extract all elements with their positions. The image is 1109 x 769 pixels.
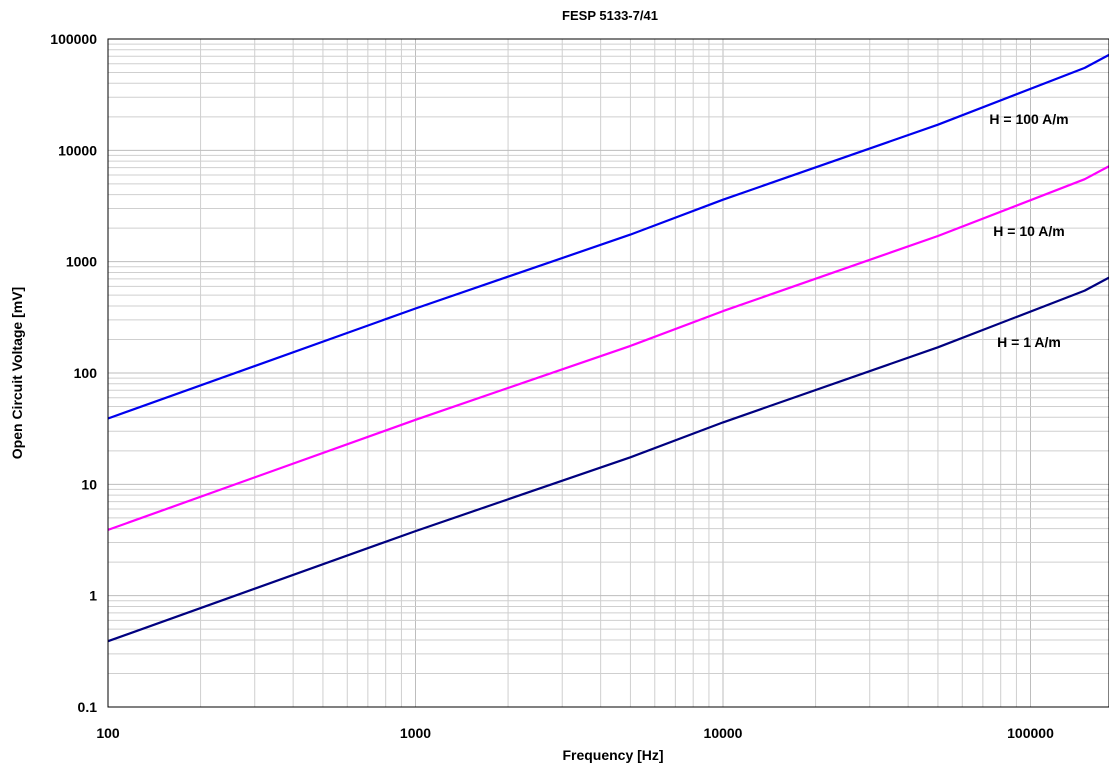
series-labels: H = 100 A/m H = 10 A/m H = 1 A/m xyxy=(989,111,1068,350)
grid xyxy=(107,38,1109,708)
series-line-2 xyxy=(107,165,1109,531)
series-label-2: H = 10 A/m xyxy=(993,223,1064,239)
x-tick-label: 10000 xyxy=(704,725,743,741)
x-tick-labels: 100 1000 10000 100000 xyxy=(96,725,1054,741)
x-tick-label: 100 xyxy=(96,725,120,741)
y-tick-label: 0.1 xyxy=(78,699,98,715)
series-label-1: H = 100 A/m xyxy=(989,111,1068,127)
chart-subtitle: FESP 5133-7/41 xyxy=(562,8,658,23)
series-line-3 xyxy=(107,276,1109,643)
plot-frame xyxy=(107,38,1109,708)
y-tick-label: 1 xyxy=(89,588,97,604)
y-tick-label: 10 xyxy=(81,476,97,492)
y-tick-labels: 0.1 1 10 100 1000 10000 100000 xyxy=(50,31,97,715)
series-lines xyxy=(107,53,1109,643)
x-tick-label: 1000 xyxy=(400,725,431,741)
y-tick-label: 100 xyxy=(74,365,98,381)
y-tick-label: 10000 xyxy=(58,142,97,158)
series-line-1 xyxy=(107,53,1109,420)
y-axis-label: Open Circuit Voltage [mV] xyxy=(9,287,25,459)
series-label-3: H = 1 A/m xyxy=(997,334,1061,350)
y-tick-label: 1000 xyxy=(66,254,97,270)
x-tick-label: 100000 xyxy=(1007,725,1054,741)
y-tick-label: 100000 xyxy=(50,31,97,47)
x-axis-label: Frequency [Hz] xyxy=(562,747,663,763)
